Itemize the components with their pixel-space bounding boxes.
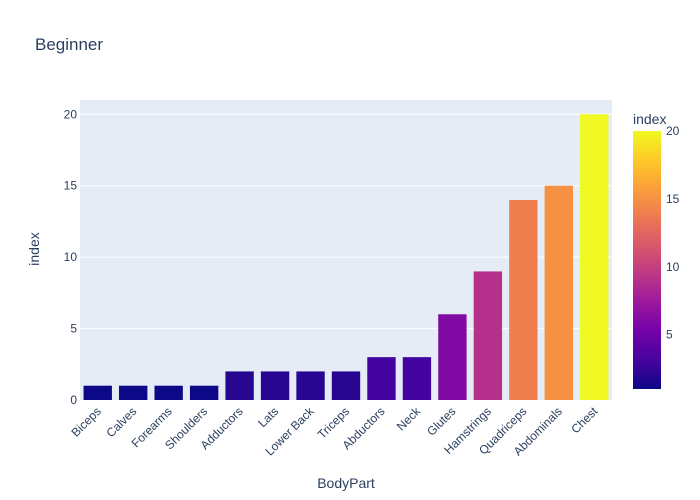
- bar-lats: [260, 371, 290, 400]
- colorbar-tick-label: 5: [666, 328, 673, 342]
- bar-glutes: [438, 314, 467, 400]
- bar-calves: [119, 385, 148, 400]
- colorbar-tick-label: 20: [666, 124, 680, 138]
- bar-neck: [402, 357, 432, 400]
- bar-hamstrings: [473, 271, 503, 400]
- bar-lower-back: [296, 371, 325, 400]
- y-tick-label: 15: [64, 179, 78, 193]
- y-axis-label: index: [26, 232, 42, 265]
- colorbar-tick-label: 15: [666, 192, 680, 206]
- bar-biceps: [83, 385, 112, 400]
- x-axis-label: BodyPart: [317, 475, 375, 491]
- y-tick-label: 0: [70, 393, 77, 407]
- y-axis-ticks: 0 5 10 15 20: [64, 107, 78, 407]
- colorbar-gradient: [633, 131, 661, 389]
- y-tick-label: 10: [64, 250, 78, 264]
- bar-abdominals: [544, 185, 573, 400]
- y-tick-label: 20: [64, 107, 78, 121]
- x-tick-label: Glutes: [424, 404, 458, 438]
- x-tick-label: Lats: [255, 404, 281, 430]
- colorbar-title: index: [633, 111, 666, 127]
- x-tick-label: Biceps: [68, 404, 103, 439]
- bar-adductors: [225, 371, 254, 400]
- bar-quadriceps: [509, 200, 538, 400]
- bar-shoulders: [189, 385, 219, 400]
- bar-forearms: [154, 385, 183, 400]
- y-tick-label: 5: [70, 322, 77, 336]
- colorbar-tick-label: 10: [666, 260, 680, 274]
- chart-title: Beginner: [35, 35, 103, 54]
- x-tick-label: Neck: [394, 404, 424, 434]
- x-tick-label: Chest: [568, 404, 601, 437]
- bar-triceps: [331, 371, 361, 400]
- colorbar: index 5 10 15 20: [633, 111, 680, 389]
- bars: [83, 114, 609, 401]
- bar-abductors: [367, 357, 396, 400]
- bar-chest: [580, 114, 609, 401]
